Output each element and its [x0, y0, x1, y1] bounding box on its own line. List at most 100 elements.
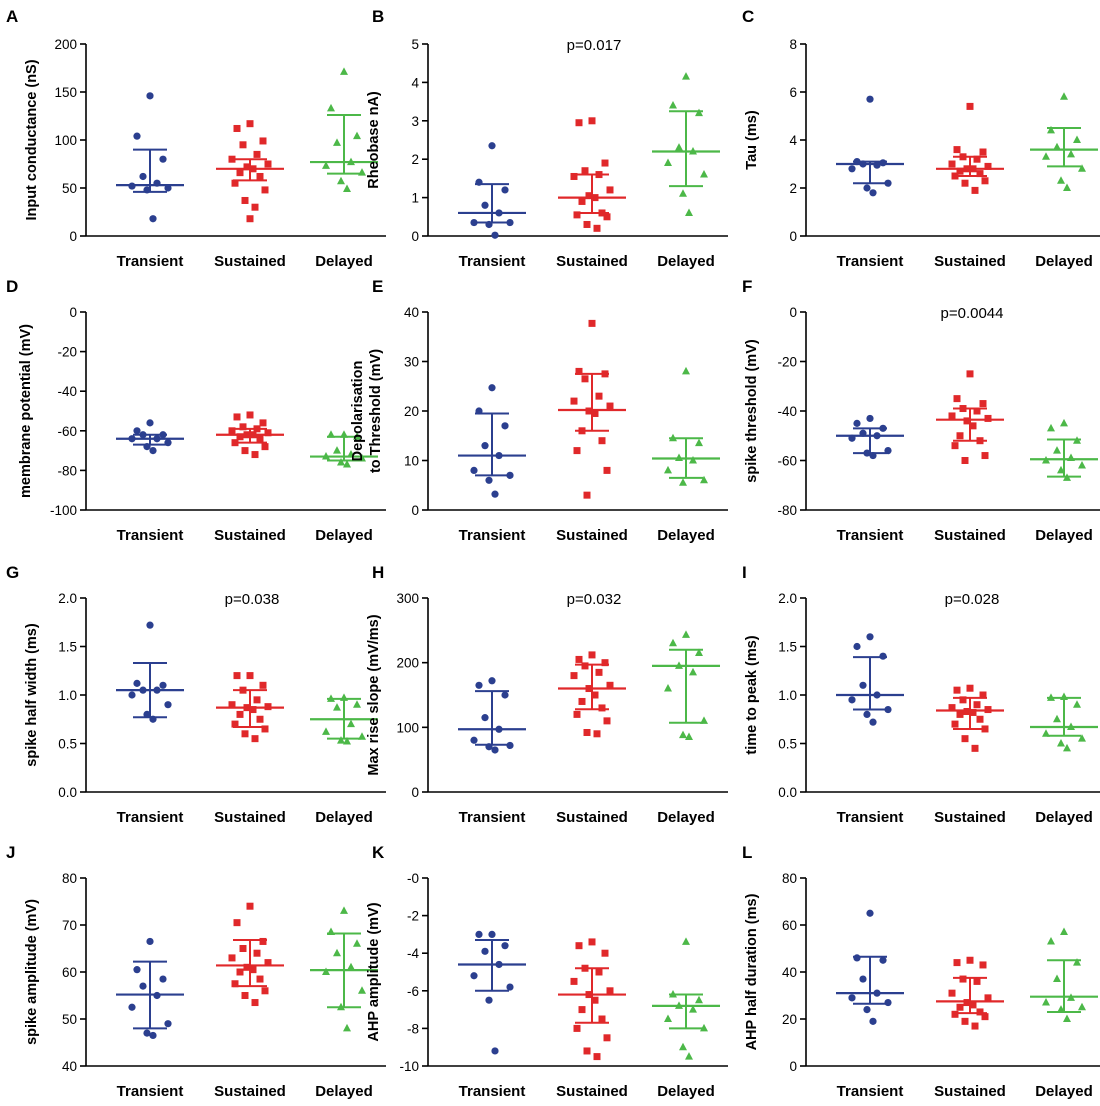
data-point [1057, 465, 1065, 474]
data-point [601, 949, 609, 957]
data-point [869, 451, 877, 460]
data-point [961, 179, 969, 187]
data-point [961, 457, 969, 464]
data-point [951, 172, 959, 180]
y-tick-label: 4 [789, 133, 797, 148]
data-point [1060, 418, 1068, 427]
data-point [959, 975, 967, 983]
data-point [475, 930, 483, 939]
category-label: Transient [459, 1083, 526, 1100]
data-point [485, 743, 493, 751]
data-point [585, 407, 593, 415]
data-point [959, 405, 967, 413]
data-point [495, 960, 503, 969]
data-point [470, 736, 478, 744]
y-tick-label: 1.5 [778, 640, 797, 655]
data-point [956, 1003, 964, 1011]
data-point [695, 648, 703, 656]
data-point [337, 176, 345, 185]
data-point [884, 179, 892, 187]
y-tick-label: -40 [777, 404, 797, 419]
data-point [322, 967, 330, 975]
data-point [971, 1022, 979, 1030]
data-point [495, 209, 503, 217]
data-point [506, 741, 514, 750]
data-point [251, 203, 259, 211]
data-point [1067, 722, 1075, 731]
data-point [143, 710, 151, 719]
data-point [884, 447, 892, 455]
y-tick-label: 1.5 [58, 640, 77, 655]
data-point [984, 162, 992, 170]
data-point [956, 432, 964, 440]
data-point [675, 1001, 683, 1009]
data-point [133, 427, 141, 435]
data-point [695, 108, 703, 117]
y-tick-label: 150 [54, 85, 77, 100]
category-label: Delayed [657, 253, 715, 270]
y-tick-label: -80 [777, 503, 797, 518]
data-point [664, 1014, 672, 1022]
data-point [149, 447, 157, 455]
data-point [251, 451, 259, 459]
y-tick-label: 70 [62, 918, 77, 933]
data-point [261, 725, 269, 733]
data-point [506, 983, 514, 991]
data-point [159, 975, 167, 983]
category-label: Transient [837, 1083, 904, 1100]
category-label: Transient [117, 1083, 184, 1100]
data-point [470, 466, 478, 474]
y-tick-label: -20 [57, 345, 77, 360]
data-point [241, 196, 249, 204]
category-label: Delayed [1035, 809, 1093, 826]
data-point [679, 1042, 687, 1051]
data-point [159, 681, 167, 689]
data-point [682, 630, 690, 638]
data-point [353, 700, 361, 708]
panel-C: C 0 2 4 6 8 Tau (ms) Transient Sustained Delayed [742, 7, 1100, 270]
data-point [256, 172, 264, 180]
data-point [689, 1005, 697, 1013]
panel-letter: J [6, 843, 15, 862]
data-point [664, 684, 672, 692]
category-label: Sustained [556, 809, 628, 826]
data-point [984, 706, 992, 714]
data-point [585, 685, 593, 693]
data-point [585, 192, 593, 200]
y-tick-label: 200 [54, 37, 77, 52]
data-point [581, 375, 589, 383]
data-point [1073, 135, 1081, 143]
y-tick-label: -20 [777, 355, 797, 370]
data-point [485, 476, 493, 484]
y-axis-label: Tau (ms) [744, 110, 760, 170]
data-point [358, 168, 366, 176]
data-point [664, 158, 672, 167]
data-point [243, 963, 251, 971]
data-point [979, 691, 987, 699]
data-point [1060, 692, 1068, 700]
data-point [575, 367, 583, 375]
data-point [578, 427, 586, 435]
y-tick-label: 0 [789, 229, 797, 244]
y-tick-label: -100 [50, 503, 77, 518]
data-point [239, 686, 247, 694]
y-tick-label: -0 [407, 871, 419, 886]
data-point [1047, 423, 1055, 432]
data-point [573, 710, 581, 718]
data-point [879, 159, 887, 167]
panel-letter: B [372, 7, 384, 26]
data-point [595, 392, 603, 400]
data-point [956, 710, 964, 718]
data-point [603, 717, 611, 725]
data-point [159, 431, 167, 439]
data-point [143, 1029, 151, 1037]
data-point [583, 491, 591, 499]
data-point [1067, 149, 1075, 158]
data-point [340, 430, 348, 438]
category-label: Transient [117, 809, 184, 826]
data-point [337, 457, 345, 466]
data-point [981, 1013, 989, 1021]
y-tick-label: 8 [789, 37, 797, 52]
y-tick-label: 50 [62, 181, 77, 196]
